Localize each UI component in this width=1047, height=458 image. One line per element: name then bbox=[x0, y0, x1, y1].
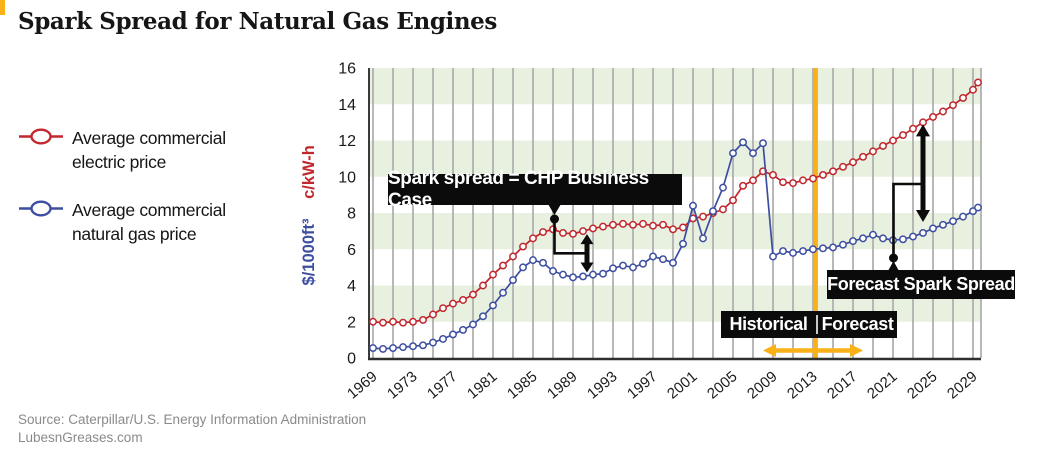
svg-text:1985: 1985 bbox=[504, 368, 540, 402]
forecast-spark-spread-callout: Forecast Spark Spread bbox=[827, 270, 1015, 299]
svg-text:2: 2 bbox=[347, 314, 356, 331]
forecast-divider-line bbox=[813, 68, 818, 358]
historical-forecast-callout: Historical Forecast bbox=[721, 311, 897, 338]
svg-text:1993: 1993 bbox=[584, 368, 620, 402]
historical-label: Historical bbox=[729, 314, 808, 334]
electric-line-marker-icon bbox=[19, 128, 63, 145]
timeline-arrow bbox=[763, 344, 863, 357]
svg-text:6: 6 bbox=[347, 242, 356, 259]
legend-label-gas-line1: Average commercial bbox=[72, 200, 226, 220]
legend-label-electric-line2: electric price bbox=[72, 152, 167, 172]
svg-text:2005: 2005 bbox=[704, 368, 740, 402]
source-line: Source: Caterpillar/U.S. Energy Informat… bbox=[18, 412, 367, 427]
svg-text:12: 12 bbox=[338, 133, 356, 150]
gas-line-marker-icon bbox=[19, 200, 63, 217]
source-attribution: Source: Caterpillar/U.S. Energy Informat… bbox=[18, 411, 366, 447]
legend-item-gas-price: Average commercial natural gas price bbox=[18, 198, 226, 246]
legend-label-gas: Average commercial natural gas price bbox=[72, 198, 226, 246]
legend-item-electric-price: Average commercial electric price bbox=[18, 126, 226, 174]
chart-title: Spark Spread for Natural Gas Engines bbox=[18, 8, 497, 35]
forecast-label: Forecast bbox=[821, 314, 894, 334]
svg-text:2009: 2009 bbox=[744, 368, 780, 402]
gridlines bbox=[372, 68, 982, 358]
svg-text:16: 16 bbox=[338, 61, 356, 78]
forecast-spread-pointer bbox=[888, 124, 930, 271]
x-tick-labels: 1969 1973 1977 1981 1985 1989 1993 1997 2001 2005… bbox=[344, 368, 980, 402]
svg-text:1989: 1989 bbox=[544, 368, 580, 402]
svg-text:8: 8 bbox=[347, 206, 356, 223]
legend-label-gas-line2: natural gas price bbox=[72, 224, 197, 244]
svg-text:2001: 2001 bbox=[664, 368, 700, 402]
svg-text:2017: 2017 bbox=[824, 368, 860, 402]
svg-text:1977: 1977 bbox=[424, 368, 460, 402]
y-axis-label-gas: $/1000ft³ bbox=[300, 218, 318, 285]
corner-accent bbox=[0, 0, 5, 15]
legend-label-electric-line1: Average commercial bbox=[72, 128, 226, 148]
svg-text:10: 10 bbox=[338, 169, 356, 186]
spark-spread-pointer bbox=[548, 204, 594, 273]
svg-text:1973: 1973 bbox=[384, 368, 420, 402]
legend-label-electric: Average commercial electric price bbox=[72, 126, 226, 174]
svg-text:1981: 1981 bbox=[464, 368, 500, 402]
svg-text:14: 14 bbox=[338, 97, 356, 114]
spark-spread-callout: Spark spread = CHP Business Case bbox=[388, 168, 682, 211]
callout-divider bbox=[816, 315, 818, 334]
svg-text:4: 4 bbox=[347, 278, 356, 295]
svg-text:2025: 2025 bbox=[904, 368, 940, 402]
svg-text:1969: 1969 bbox=[344, 368, 380, 402]
electric-price-series bbox=[369, 78, 982, 327]
svg-text:2021: 2021 bbox=[864, 368, 900, 402]
gas-price-series bbox=[369, 138, 982, 353]
svg-text:0: 0 bbox=[347, 351, 356, 368]
y-tick-labels: 0 2 4 6 8 10 12 14 16 bbox=[338, 61, 356, 368]
svg-text:1997: 1997 bbox=[624, 368, 660, 402]
source-website: LubesnGreases.com bbox=[18, 430, 143, 445]
y-axis-label-electric: c/kW-h bbox=[300, 145, 318, 199]
svg-text:2013: 2013 bbox=[784, 368, 820, 402]
svg-text:2029: 2029 bbox=[944, 368, 980, 402]
